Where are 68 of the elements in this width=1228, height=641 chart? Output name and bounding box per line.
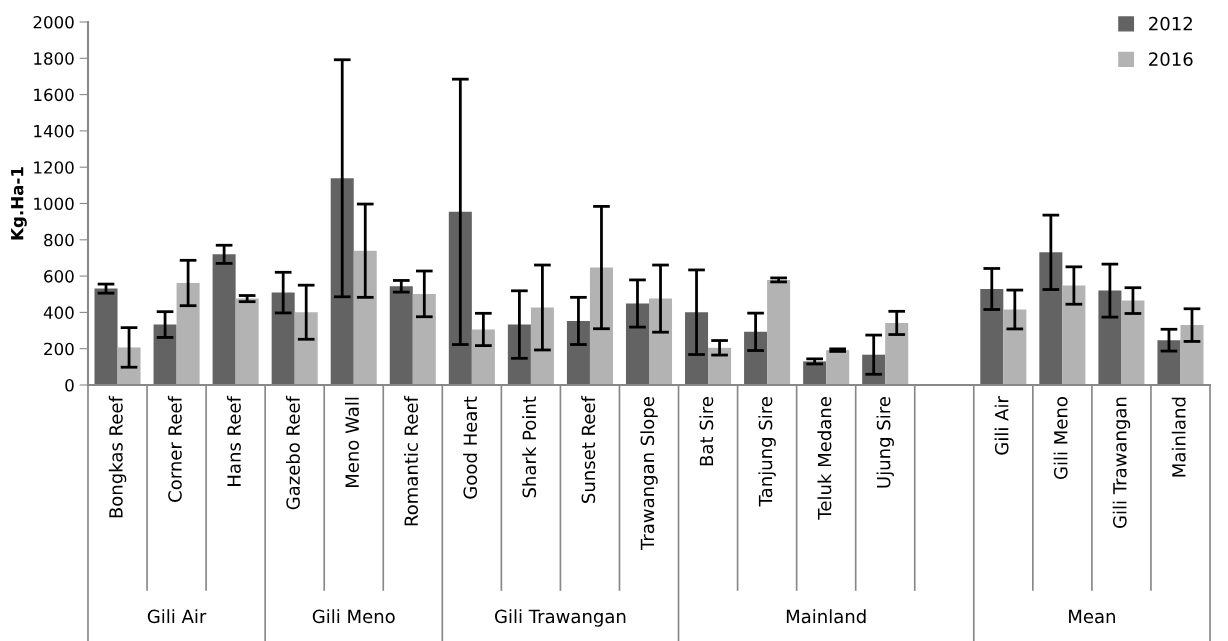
x-tick-label: Teluk Medane xyxy=(817,397,832,520)
bar xyxy=(885,322,909,385)
bar xyxy=(1003,309,1027,385)
bar xyxy=(530,307,554,385)
bar xyxy=(330,178,354,385)
x-tick-label: Bongkas Reef xyxy=(108,395,127,518)
text: Mean xyxy=(1069,609,1115,624)
bar xyxy=(980,288,1004,385)
bar xyxy=(566,320,590,385)
bar xyxy=(117,347,141,385)
bar xyxy=(625,303,649,385)
text: Mainland xyxy=(786,609,866,624)
y-axis-title: Kg.Ha-1 xyxy=(11,167,27,240)
x-tick-label: Trawangan Slope xyxy=(640,397,658,551)
legend-label: 2012 xyxy=(1149,16,1192,31)
x-tick-label: Good Heart xyxy=(463,396,478,499)
text: Gili Trawangan xyxy=(495,609,626,627)
text: Gili Meno xyxy=(312,609,395,624)
y-tick-label: 600 xyxy=(44,270,74,283)
bar xyxy=(708,347,732,385)
y-tick-label: 1000 xyxy=(34,197,74,211)
y-tick-label: 800 xyxy=(44,233,74,247)
x-tick-label: Ujung Sire xyxy=(876,397,894,488)
bar xyxy=(1039,252,1063,385)
bar xyxy=(153,324,177,385)
y-tick-label: 400 xyxy=(43,306,74,319)
bar xyxy=(803,361,827,385)
bar xyxy=(1157,340,1181,385)
y-tick-label: 1800 xyxy=(34,52,74,65)
x-tick-label: Gili Meno xyxy=(1053,397,1068,480)
bar xyxy=(271,292,295,385)
bar xyxy=(212,254,236,385)
bar xyxy=(649,298,673,385)
bar xyxy=(412,293,436,385)
bar xyxy=(744,331,768,385)
bar xyxy=(353,250,377,385)
bar xyxy=(471,329,495,385)
x-tick-label: Corner Reef xyxy=(167,395,182,502)
bar xyxy=(235,298,259,385)
bar xyxy=(294,312,318,385)
x-tick-label: Mainland xyxy=(1171,397,1186,477)
x-tick-label: Tanjung Sire xyxy=(758,397,776,507)
bar xyxy=(1121,300,1145,385)
y-tick-label: 0 xyxy=(65,378,74,392)
bar xyxy=(1062,285,1086,385)
bar xyxy=(94,288,118,385)
x-tick-label: Gazebo Reef xyxy=(285,395,300,510)
x-tick-label: Bat Sire xyxy=(699,397,714,466)
bar xyxy=(1180,325,1204,385)
x-tick-label: Gili Trawangan xyxy=(1112,397,1131,528)
x-tick-label: Meno Wall xyxy=(345,397,359,488)
y-tick-label: 1600 xyxy=(34,88,74,102)
x-tick-label: Sunset Reef xyxy=(581,395,596,503)
bar xyxy=(1098,290,1122,385)
y-tick-label: 2000 xyxy=(33,15,74,29)
bar xyxy=(767,279,791,385)
x-tick-label: Hans Reef xyxy=(226,395,241,486)
bar xyxy=(826,350,850,385)
x-tick-label: Gili Air xyxy=(994,396,1009,455)
bar xyxy=(389,286,413,385)
y-tick-label: 1400 xyxy=(34,124,74,138)
x-tick-label: Romantic Reef xyxy=(404,395,419,526)
bar xyxy=(176,283,200,385)
legend-label: 2016 xyxy=(1149,52,1193,66)
y-tick-label: 200 xyxy=(44,342,74,356)
x-tick-label: Shark Point xyxy=(522,396,537,498)
text: Gili Air xyxy=(147,609,207,624)
y-tick-label: 1200 xyxy=(34,161,74,174)
